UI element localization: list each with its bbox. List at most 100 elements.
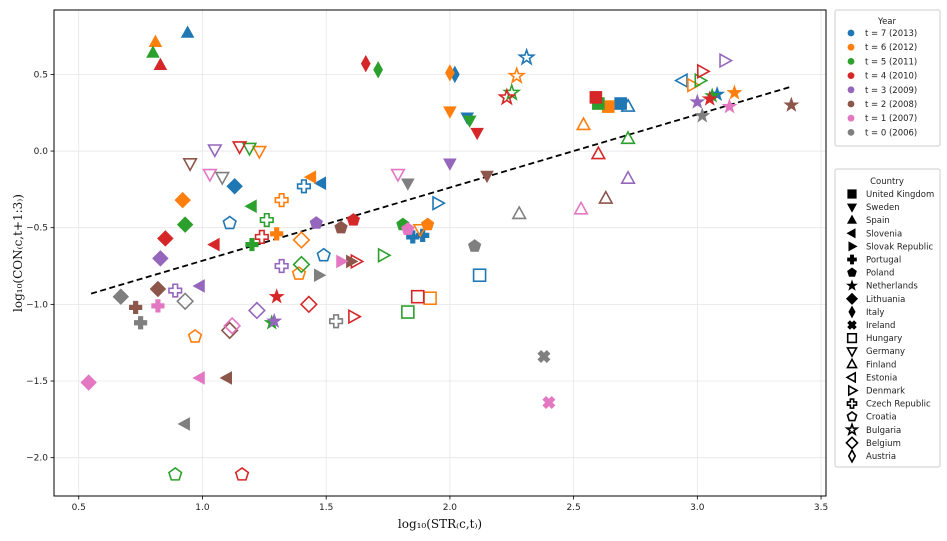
- country-legend-title: Country: [870, 177, 904, 187]
- data-point-poland: [468, 239, 482, 252]
- data-point-slovak-republic: [336, 254, 349, 269]
- country-legend-label: Lithuania: [866, 295, 905, 305]
- legend-marker-icon: [847, 448, 857, 464]
- data-point-slovenia: [244, 199, 257, 214]
- x-tick-label: 0.5: [72, 503, 86, 513]
- data-point-croatia: [187, 328, 203, 343]
- data-point-lithuania: [80, 374, 97, 391]
- country-legend-box: [834, 168, 941, 468]
- data-point-czech-republic: [274, 258, 289, 274]
- data-point-czech-republic: [274, 193, 289, 208]
- country-legend-entries: United Kingdom Sweden Spain Slovenia Slovak …: [844, 189, 934, 464]
- data-point-slovenia: [177, 417, 190, 431]
- data-point-belgium: [247, 301, 266, 320]
- data-point-germany: [214, 171, 230, 186]
- data-point-hungary: [423, 291, 437, 306]
- data-point-denmark: [377, 247, 392, 263]
- legend-marker-icon: [846, 398, 858, 409]
- data-point-denmark: [696, 63, 711, 79]
- country-legend-label: Finland: [866, 360, 896, 370]
- legend-marker-icon: [847, 189, 857, 199]
- country-legend-label: Poland: [866, 269, 894, 279]
- legend-marker-icon: [847, 267, 857, 277]
- data-point-poland: [334, 220, 348, 234]
- data-point-netherlands: [721, 98, 738, 114]
- data-point-lithuania: [174, 191, 191, 209]
- data-point-czech-republic: [259, 212, 274, 228]
- data-point-spain: [153, 57, 168, 70]
- year-legend: Year t = 7 (2013) t = 6 (2012) t = 5 (2011…: [834, 9, 941, 147]
- x-tick-label: 2.0: [443, 503, 458, 513]
- legend-color-swatch: [847, 43, 855, 51]
- country-legend-label: Belgium: [866, 439, 901, 449]
- data-points: [80, 25, 800, 481]
- country-legend-label: Hungary: [866, 334, 902, 344]
- data-point-finland: [620, 130, 636, 145]
- legend-marker-icon: [848, 305, 856, 319]
- x-tick-label: 3.0: [690, 503, 705, 513]
- grid: [54, 10, 826, 496]
- data-point-denmark: [687, 77, 701, 93]
- data-point-belgium: [292, 231, 311, 249]
- data-point-hungary: [410, 289, 425, 304]
- data-point-germany: [412, 223, 428, 238]
- data-point-spain: [146, 45, 160, 58]
- y-tick-label: 0.5: [34, 70, 48, 80]
- legend-marker-icon: [845, 371, 857, 384]
- data-point-lithuania: [176, 216, 194, 233]
- data-point-poland: [346, 213, 361, 226]
- data-point-lithuania: [112, 288, 130, 305]
- data-point-finland: [573, 200, 589, 215]
- data-point-slovenia: [303, 170, 317, 184]
- country-legend-label: Spain: [866, 216, 890, 226]
- data-point-netherlands: [701, 90, 718, 106]
- data-point-united-kingdom: [614, 97, 627, 110]
- country-legend-label: Denmark: [866, 387, 905, 397]
- legend-marker-icon: [846, 214, 858, 224]
- legend-marker-icon: [846, 228, 856, 239]
- legend-color-swatch: [847, 58, 855, 65]
- data-point-croatia: [234, 466, 250, 481]
- data-point-germany: [241, 142, 258, 157]
- data-point-denmark: [348, 308, 362, 325]
- legend-marker-icon: [847, 254, 857, 265]
- data-point-germany: [207, 144, 223, 159]
- data-point-bulgaria: [497, 87, 517, 106]
- data-point-denmark: [694, 72, 709, 89]
- country-legend-label: Netherlands: [866, 282, 918, 292]
- data-point-germany: [251, 145, 268, 160]
- data-point-croatia: [316, 247, 331, 262]
- country-legend-label: United Kingdom: [866, 190, 934, 200]
- year-legend-title: Year: [877, 17, 897, 27]
- data-point-slovenia: [313, 176, 327, 191]
- year-legend-label: t = 4 (2010): [865, 72, 917, 82]
- year-legend-label: t = 3 (2009): [865, 86, 917, 96]
- legend-color-swatch: [847, 72, 855, 79]
- data-point-netherlands: [694, 107, 711, 123]
- x-tick-label: 1.5: [319, 503, 333, 513]
- legend-color-swatch: [847, 29, 855, 37]
- x-tick-label: 1.0: [195, 503, 210, 513]
- data-point-italy: [373, 61, 383, 79]
- data-point-lithuania: [149, 280, 167, 298]
- plot-area: [53, 9, 827, 497]
- legend-color-swatch: [847, 100, 855, 108]
- data-point-portugal: [129, 300, 143, 315]
- data-point-spain: [180, 25, 195, 38]
- data-point-lithuania: [152, 250, 169, 267]
- y-axis-label: log₁₀(CON₍c,t+1:3₎): [11, 194, 25, 312]
- country-legend: Country United Kingdom Sweden Spain Sloveni…: [834, 168, 941, 468]
- x-tick-label: 3.5: [814, 503, 828, 513]
- legend-marker-icon: [845, 292, 859, 305]
- legend-color-swatch: [847, 86, 855, 94]
- data-point-netherlands: [783, 96, 800, 112]
- year-legend-label: t = 2 (2008): [865, 100, 917, 110]
- data-point-belgium: [299, 295, 318, 314]
- data-point-sweden: [470, 127, 484, 141]
- data-point-germany: [182, 158, 198, 172]
- year-legend-box: [834, 9, 941, 147]
- data-point-portugal: [134, 316, 148, 330]
- data-point-czech-republic: [254, 229, 269, 244]
- country-legend-label: Slovenia: [866, 229, 902, 239]
- data-point-croatia: [168, 466, 183, 481]
